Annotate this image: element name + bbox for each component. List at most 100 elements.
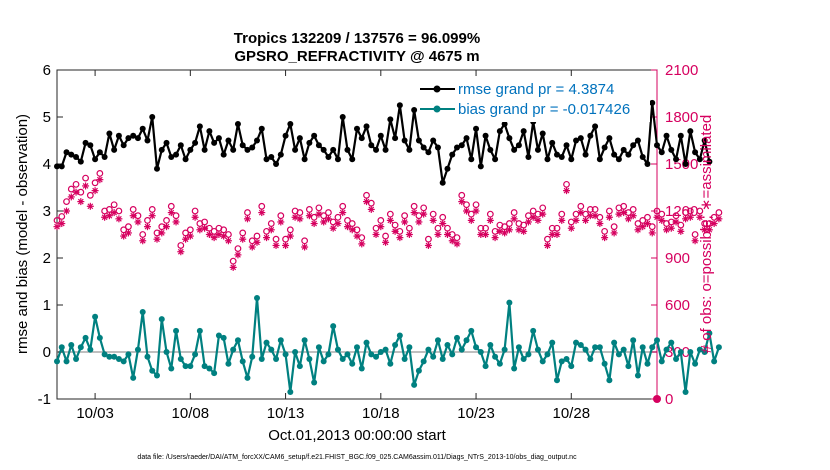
bias-point (482, 363, 489, 370)
assimilated-point (305, 212, 313, 220)
assimilated-point (334, 220, 342, 228)
rmse-point (439, 179, 446, 186)
rmse-point (149, 114, 156, 120)
y-left-tick-label: -1 (38, 391, 51, 408)
bias-point (434, 337, 441, 344)
assimilated-point (163, 223, 171, 231)
bias-point (334, 346, 341, 353)
assimilated-point (67, 193, 75, 201)
bias-point (92, 313, 99, 320)
assimilated-point (186, 232, 194, 240)
bias-point (592, 344, 599, 351)
bias-point (706, 330, 713, 337)
assimilated-point (367, 205, 375, 213)
bias-point (663, 346, 670, 353)
bias-point (420, 358, 427, 365)
assimilated-point (434, 231, 442, 238)
rmse-point (177, 142, 184, 149)
y-right-axis-label: # of obs: o=possible; ∗=assimilated (698, 115, 715, 354)
bias-point (425, 346, 432, 353)
bias-point (625, 363, 632, 370)
bias-point (325, 351, 332, 358)
rmse-point (473, 125, 480, 132)
rmse-point (520, 128, 527, 135)
bias-point (201, 363, 208, 370)
bias-point (54, 358, 60, 365)
bias-point (554, 377, 560, 384)
assimilated-point (391, 227, 399, 235)
rmse-point (263, 156, 270, 163)
bias-point (230, 346, 237, 353)
assimilated-point (63, 207, 71, 215)
chart-title: Tropics 132209 / 137576 = 96.099% (234, 30, 480, 47)
bias-point (630, 337, 637, 344)
assimilated-point (486, 216, 494, 224)
rmse-point (525, 153, 532, 160)
assimilated-point (143, 223, 151, 231)
bias-point (282, 351, 289, 358)
rmse-point (96, 149, 103, 156)
rmse-point (573, 137, 580, 144)
rmse-point (58, 163, 65, 170)
rmse-point (592, 123, 599, 130)
assimilated-point (467, 216, 475, 224)
rmse-point (196, 123, 203, 130)
assimilated-point (348, 226, 356, 234)
chart-subtitle: GPSRO_REFRACTIVITY @ 4675 m (234, 48, 479, 65)
right-axis-origin-marker (653, 395, 661, 403)
rmse-point (706, 158, 713, 165)
bias-point (301, 337, 308, 344)
bias-point (415, 367, 422, 374)
bias-point (149, 367, 156, 374)
bias-point (373, 353, 380, 360)
bias-point (563, 356, 570, 363)
assimilated-point (96, 176, 104, 184)
x-tick-label: 10/23 (457, 405, 495, 422)
assimilated-point (301, 243, 309, 251)
assimilated-point (458, 198, 466, 206)
assimilated-point (296, 215, 304, 223)
rmse-point (387, 116, 394, 123)
y-left-tick-label: 3 (43, 203, 51, 220)
bias-point (401, 356, 408, 363)
y-right-tick-label: 300 (665, 344, 690, 361)
assimilated-point (567, 224, 575, 232)
assimilated-point (591, 212, 599, 220)
possible-point (677, 221, 685, 229)
bias-point (277, 337, 284, 344)
rmse-point (563, 142, 570, 149)
bias-point (696, 346, 703, 353)
bias-point (349, 360, 356, 367)
assimilated-point (496, 227, 504, 235)
bias-point (134, 346, 141, 353)
assimilated-point (139, 237, 147, 245)
bias-point (673, 356, 680, 363)
bias-point (649, 344, 656, 351)
assimilated-point (377, 223, 385, 231)
bias-point (392, 341, 399, 348)
possible-point (58, 213, 66, 220)
bias-point (515, 344, 522, 351)
possible-point (86, 191, 94, 199)
rmse-point (154, 165, 160, 172)
rmse-point (82, 139, 89, 146)
bias-point (268, 346, 275, 353)
bias-point (182, 363, 189, 370)
assimilated-point (324, 215, 332, 223)
bias-point (511, 365, 518, 372)
rmse-point (477, 163, 484, 170)
bias-point (130, 374, 137, 381)
rmse-point (320, 146, 327, 153)
assimilated-point (105, 212, 113, 220)
assimilated-point (543, 241, 551, 249)
x-tick-label: 10/13 (267, 405, 305, 422)
assimilated-point (491, 234, 499, 242)
rmse-point (377, 132, 384, 139)
assimilated-point (196, 226, 204, 234)
assimilated-point (386, 216, 394, 224)
y-left-axis-ticks: -1 0 1 2 3 4 5 6 (38, 62, 63, 408)
bias-point (306, 356, 313, 363)
y-left-tick-label: 5 (43, 109, 51, 126)
assimilated-point (210, 234, 218, 242)
